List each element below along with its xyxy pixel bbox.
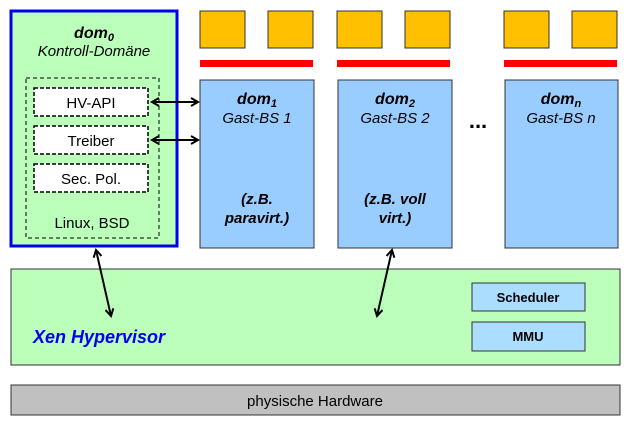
guest-dom1: dom1 Gast-BS 1 (z.B. paravirt.)	[199, 10, 315, 249]
module-mmu: MMU	[471, 321, 586, 352]
arrow-dom0-hypervisor	[96, 250, 111, 316]
dom1-title: dom1	[237, 91, 277, 110]
domn-subtitle: Gast-BS n	[526, 110, 595, 127]
hypervisor-box: Xen Hypervisor Scheduler MMU	[10, 268, 621, 366]
dom0-title: dom0	[74, 25, 115, 44]
red-bar	[200, 60, 313, 67]
dom1-note: paravirt.)	[224, 210, 289, 227]
vcpu-block	[503, 10, 550, 49]
guest-domn: domn Gast-BS n	[503, 10, 619, 249]
svg-text:Scheduler: Scheduler	[497, 290, 560, 305]
red-bar	[504, 60, 617, 67]
arrow-dom2-hypervisor	[377, 250, 392, 316]
vcpu-block	[199, 10, 246, 49]
vcpu-block	[336, 10, 383, 49]
vcpu-block	[404, 10, 451, 49]
dom2-note: (z.B. voll	[364, 191, 427, 208]
ellipsis: ...	[469, 108, 487, 133]
dom0-os-container	[25, 77, 160, 239]
svg-text:MMU: MMU	[512, 329, 543, 344]
vcpu-block	[571, 10, 618, 49]
dom1-subtitle: Gast-BS 1	[222, 110, 291, 127]
red-bar	[337, 60, 450, 67]
guest-dom2: dom2 Gast-BS 2 (z.B. voll virt.)	[336, 10, 453, 249]
hypervisor-label: Xen Hypervisor	[32, 327, 166, 347]
domn-title: domn	[541, 91, 582, 110]
component-treiber: Treiber	[33, 125, 149, 155]
dom2-subtitle: Gast-BS 2	[360, 110, 430, 127]
dom0-subtitle: Kontroll-Domäne	[38, 43, 151, 60]
svg-text:Sec. Pol.: Sec. Pol.	[61, 171, 121, 188]
component-sec-pol: Sec. Pol.	[33, 163, 149, 193]
hardware-label: physische Hardware	[247, 393, 383, 410]
module-scheduler: Scheduler	[471, 282, 586, 312]
dom1-note: (z.B.	[241, 191, 273, 208]
dom2-title: dom2	[375, 91, 415, 110]
svg-text:Treiber: Treiber	[68, 133, 115, 150]
hardware-box: physische Hardware	[10, 384, 621, 416]
vcpu-block	[267, 10, 314, 49]
dom2-note: virt.)	[379, 210, 412, 227]
dom0-os-label: Linux, BSD	[54, 215, 129, 232]
component-hv-api: HV-API	[33, 87, 149, 117]
dom0-box: dom0 Kontroll-Domäne HV-API Treiber Sec.…	[9, 9, 179, 248]
svg-text:HV-API: HV-API	[66, 95, 115, 112]
